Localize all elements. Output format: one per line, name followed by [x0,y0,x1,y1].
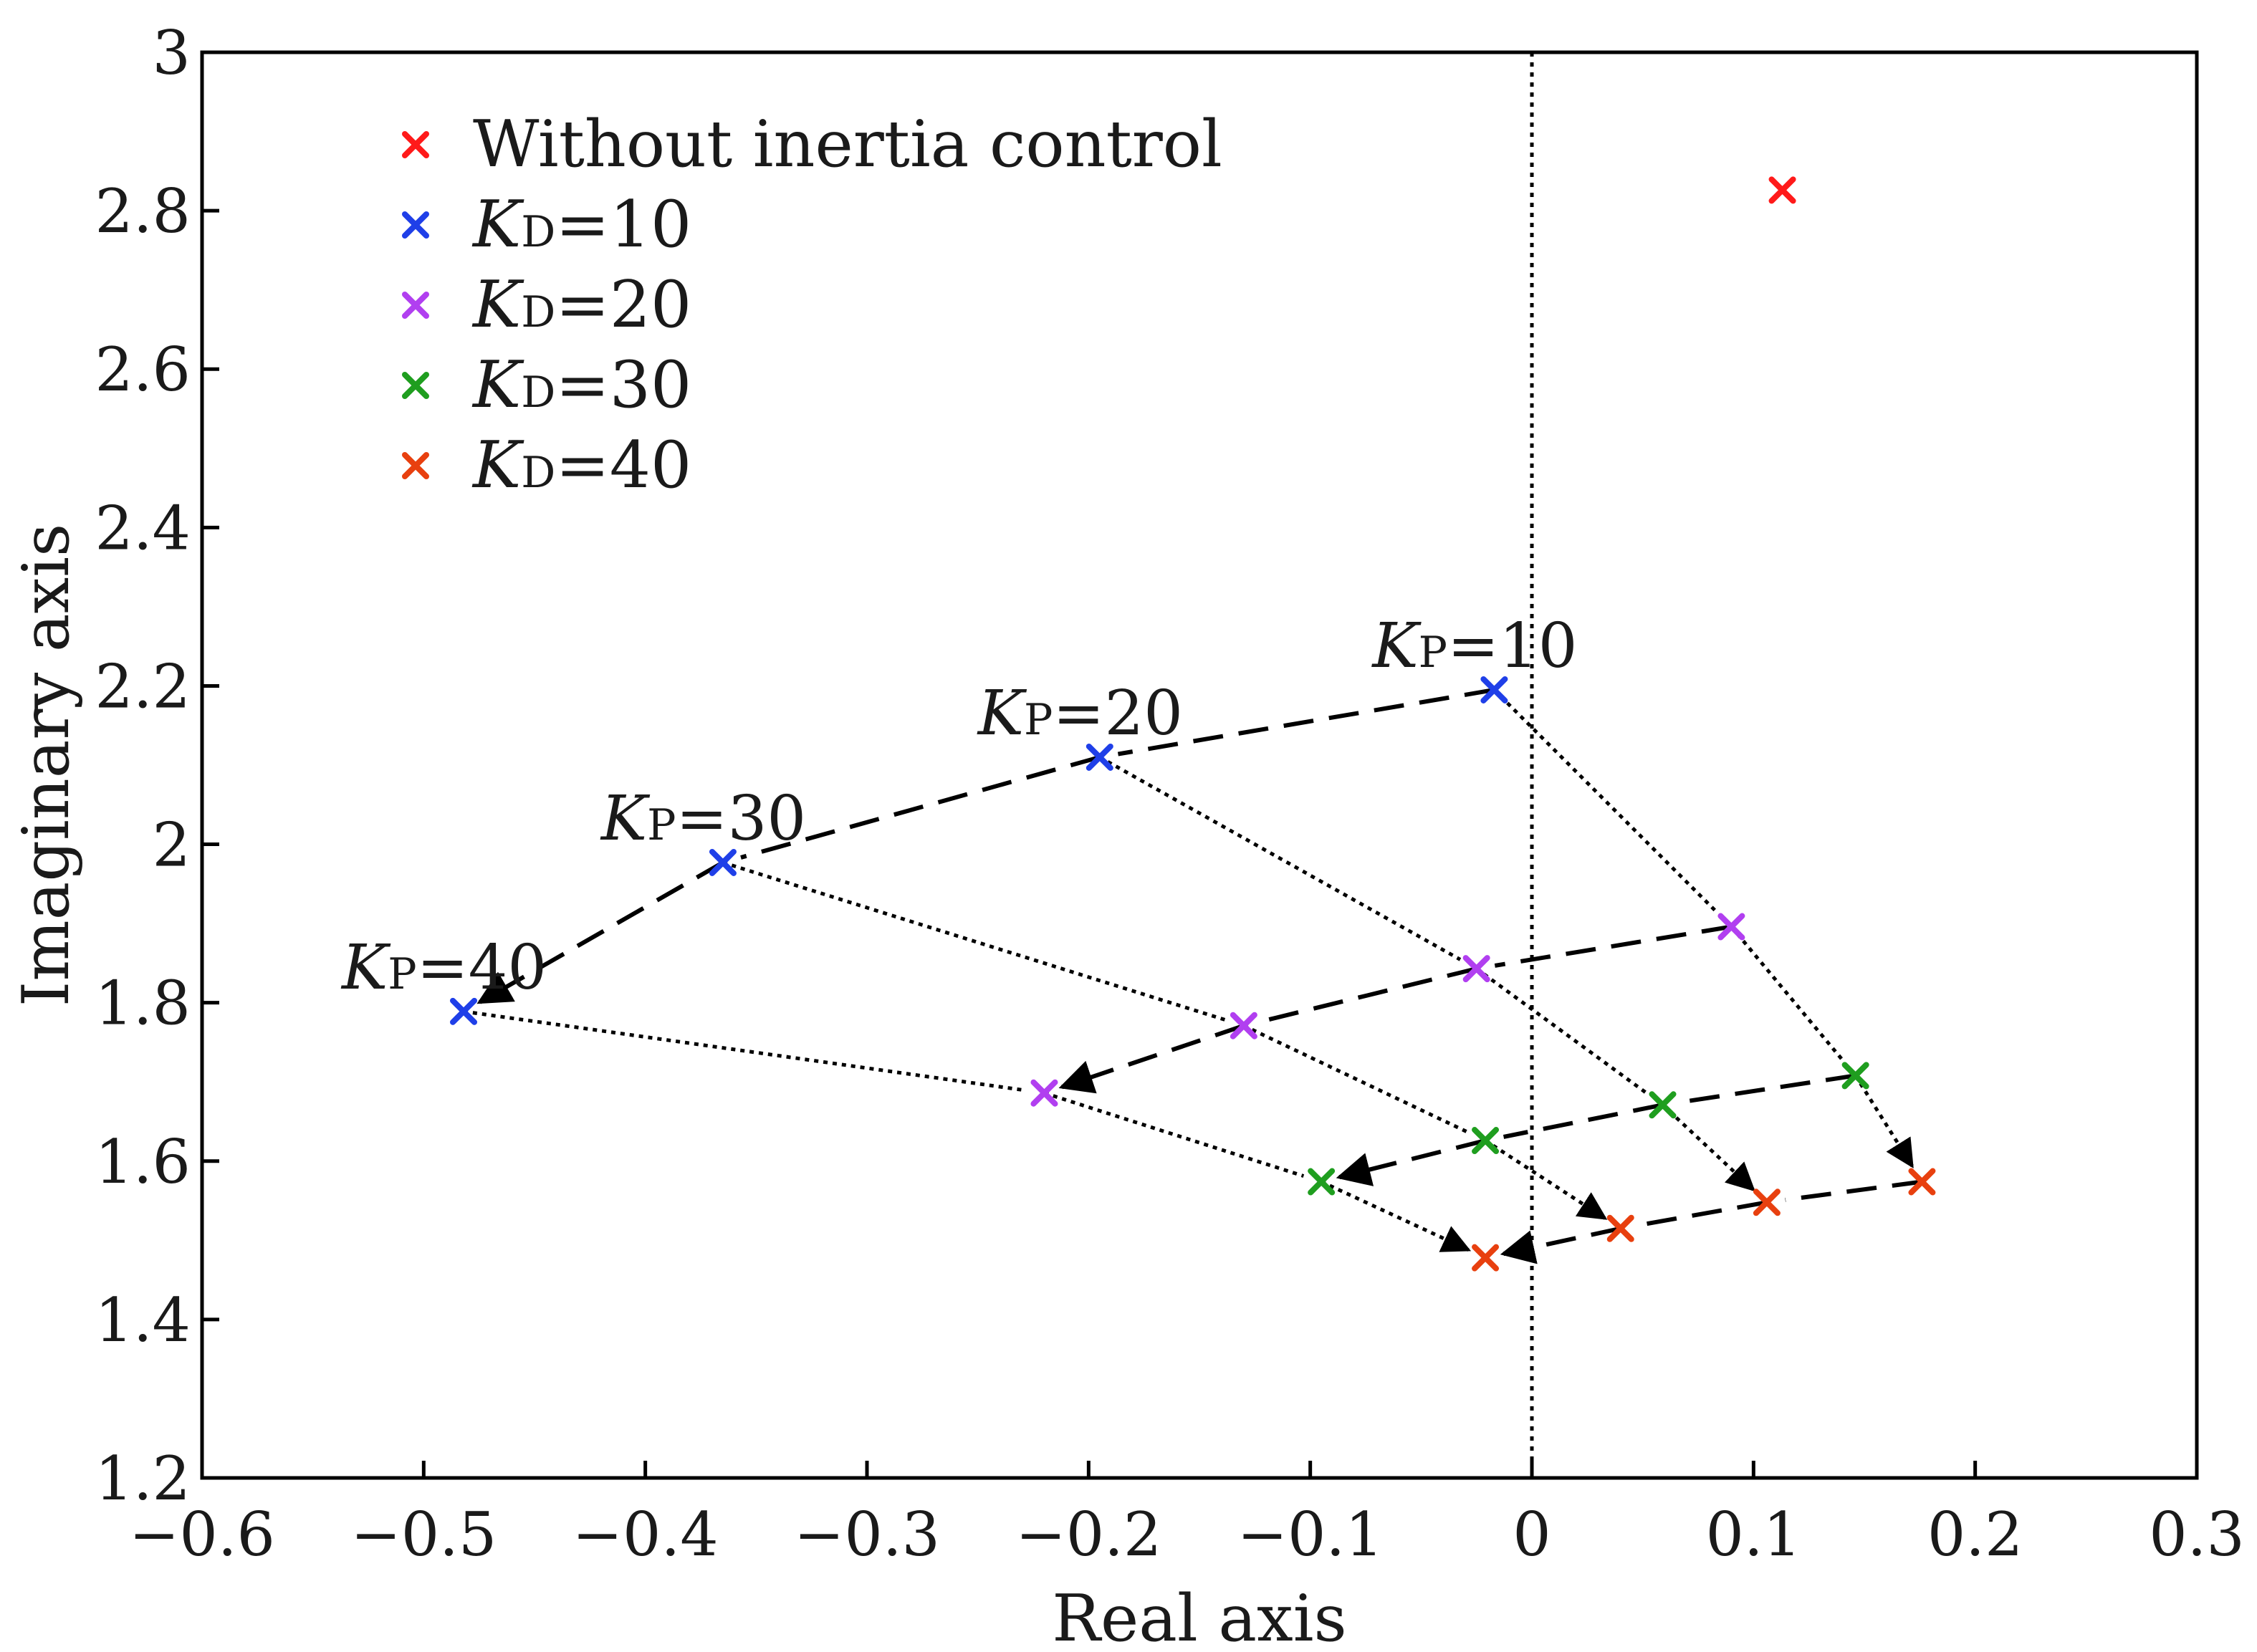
legend-label: KD=30 [471,347,691,423]
legend-item-1: KD=10 [402,187,691,262]
x-tick-label: −0.3 [794,1499,940,1570]
kd-path-7-segment-0 [463,1009,1027,1092]
y-tick-label: 2.4 [95,493,191,563]
y-tick-label: 1.4 [95,1285,191,1355]
kp-path-3-segment-0 [1785,1179,1922,1202]
legend-marker [402,372,429,399]
legend-marker [402,452,429,479]
kp-path-1-segment-1 [1261,966,1477,1024]
kp-path-0-segment-2 [476,860,724,1004]
kp-path-2-segment-0 [1680,1073,1856,1105]
x-tick-label: 0 [1513,1499,1551,1570]
kd-path-6-segment-0 [722,860,1227,1022]
kd-path-4-segment-1 [1730,925,1845,1063]
kp-path-3-segment-2 [1500,1226,1621,1264]
data-point-series-2-3 [1030,1079,1058,1107]
legend-marker [402,131,429,158]
x-tick-label: −0.5 [350,1499,497,1570]
x-tick-label: −0.6 [129,1499,275,1570]
x-tick-label: −0.2 [1015,1499,1161,1570]
kp-path-1-segment-2 [1058,1023,1245,1094]
plot-frame [200,50,2199,1480]
kp-path-2-segment-1 [1503,1103,1664,1139]
data-point-series-3-3 [1308,1168,1336,1196]
data-point-series-1-3 [450,997,478,1025]
kd-path-5-segment-1 [1475,967,1649,1095]
data-point-series-4-1 [1753,1188,1781,1216]
data-point-series-2-0 [1717,913,1745,941]
legend-label: KD=40 [471,428,691,503]
kd-path-5-segment-2 [1661,1103,1755,1192]
y-axis-title: Imaginary axis [9,524,84,1007]
kp-path-2-segment-2 [1336,1138,1486,1186]
data-point-series-2-1 [1462,955,1490,983]
y-tick-label: 1.6 [95,1127,191,1197]
kd-path-7-segment-1 [1043,1091,1305,1178]
data-point-series-3-0 [1841,1062,1869,1090]
legend-item-0: Without inertia control [402,107,1222,182]
y-tick-label: 2 [153,810,191,880]
data-point-series-1-2 [709,848,737,876]
y-tick-label: 2.6 [95,335,191,405]
x-tick-label: 0.2 [1927,1499,2023,1570]
x-tick-label: 0.3 [2149,1499,2245,1570]
kp-path-0-segment-1 [740,755,1101,860]
y-tick-label: 2.2 [95,651,191,721]
x-tick-label: −0.1 [1237,1499,1384,1570]
x-tick-label: 0.1 [1706,1499,1802,1570]
legend-label: Without inertia control [473,107,1222,182]
kp-path-0-segment-0 [1117,688,1495,757]
y-tick-label: 3 [153,18,191,88]
y-tick-label: 2.8 [95,176,191,246]
data-point-series-1-1 [1086,743,1113,771]
legend-label: KD=10 [471,187,691,262]
kd-path-6-segment-1 [1242,1024,1470,1135]
data-point-series-3-2 [1472,1127,1500,1155]
x-tick-label: −0.4 [572,1499,719,1570]
annotation-kp-1: KP=20 [977,678,1183,749]
data-point-series-4-2 [1606,1214,1634,1242]
data-point-series-3-1 [1649,1091,1677,1119]
kp-path-3-segment-1 [1638,1200,1768,1228]
x-axis-title: Real axis [1052,1581,1346,1652]
data-point-series-4-0 [1908,1168,1936,1196]
legend-item-2: KD=20 [402,267,691,342]
kd-path-4-segment-0 [1492,688,1720,915]
annotation-kp-3: KP=40 [340,932,547,1004]
legend-marker [402,211,429,239]
data-point-series-2-2 [1230,1012,1257,1039]
data-point-series-1-0 [1480,676,1508,703]
legend-label: KD=20 [471,267,691,342]
legend-item-4: KD=40 [402,428,691,503]
legend-item-3: KD=30 [402,347,691,423]
legend-marker [402,292,429,319]
data-point-series-0-0 [1768,176,1796,204]
kp-path-1-segment-0 [1494,924,1732,968]
annotation-kp-0: KP=10 [1371,610,1577,682]
annotation-kp-2: KP=30 [600,783,806,855]
y-tick-label: 1.8 [95,969,191,1039]
y-tick-label: 1.2 [95,1444,191,1514]
data-point-series-4-3 [1472,1244,1500,1272]
kd-path-5-segment-0 [1098,755,1462,961]
